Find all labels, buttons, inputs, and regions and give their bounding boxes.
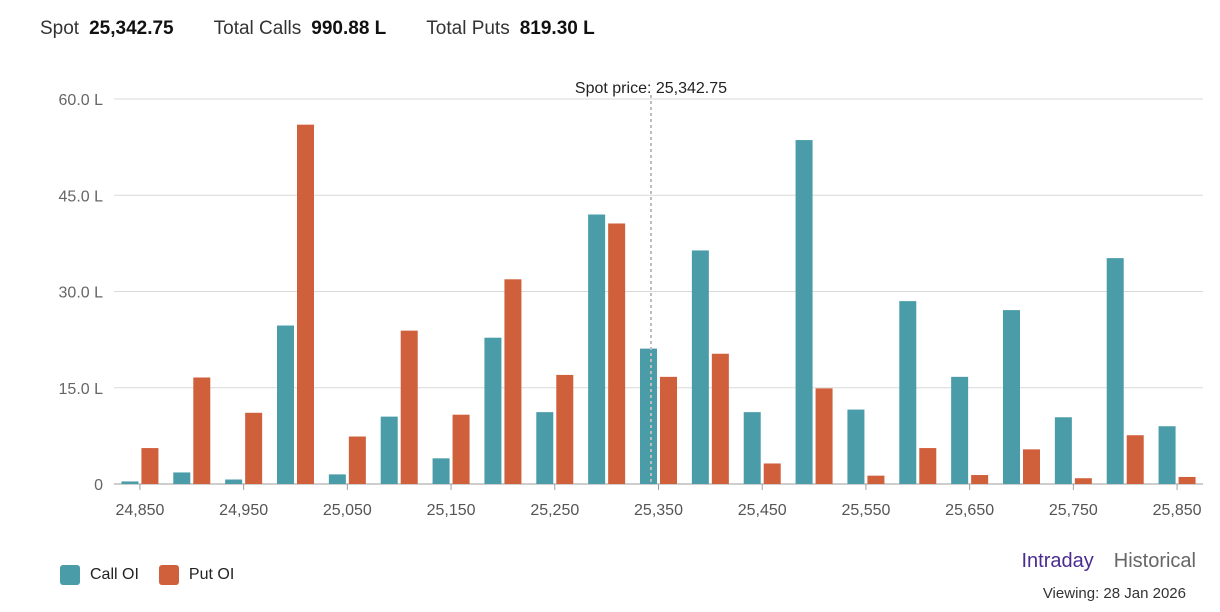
x-tick-label: 25,650 [945,502,994,519]
x-tick-label: 25,150 [427,502,476,519]
bar-put-oi [1023,449,1040,484]
bar-call-oi [1003,310,1020,484]
bar-put-oi [141,448,159,484]
bar-call-oi [743,412,761,484]
legend-swatch-put-oi [158,565,179,585]
bar-call-oi [536,412,554,484]
bar-call-oi [121,481,139,484]
legend-swatch-call-oi [60,565,80,585]
x-tick-label: 24,950 [219,502,268,519]
total-puts-label: Total Puts [426,18,510,39]
x-tick-label: 25,250 [530,502,579,519]
bar-put-oi [608,223,626,484]
bar-put-oi [1074,478,1092,484]
bar-call-oi [1054,417,1072,484]
bar-put-oi [504,279,522,484]
legend-label-put-oi: Put OI [188,566,235,583]
total-calls-label: Total Calls [213,18,302,39]
spot-price-annotation: Spot price: 25,342.75 [575,80,727,97]
bar-put-oi [297,124,314,485]
x-tick-label: 25,350 [634,502,683,519]
bar-call-oi [899,301,917,484]
legend-label-call-oi: Call OI [90,566,139,583]
view-tabs: Intraday Historical [1001,550,1196,573]
total-puts-stat: Total Puts 819.30 L [426,18,594,40]
bar-put-oi [971,475,989,484]
bar-put-oi [245,412,263,484]
bar-call-oi [588,214,606,484]
oi-bar-chart: 0 15.0 L 30.0 L 45.0 L 60.0 L 24,850 24,950 25,… [59,80,1203,519]
bar-put-oi [660,376,677,484]
x-tick-label: 25,850 [1153,502,1202,519]
y-tick-label: 15.0 L [59,381,104,398]
bar-put-oi [400,330,418,484]
y-tick-label: 45.0 L [59,188,104,205]
bar-put-oi [556,374,574,484]
bar-call-oi [691,250,709,484]
spot-stat: Spot 25,342.75 [40,18,174,40]
bar-put-oi [763,463,781,484]
legend-item-put-oi[interactable]: Put OI [158,565,235,585]
viewing-date: Viewing: 28 Jan 2026 [1042,585,1186,602]
x-tick-label: 25,450 [738,502,787,519]
spot-value: 25,342.75 [89,18,174,39]
bar-call-oi [432,458,450,484]
bar-put-oi [193,377,211,484]
bar-call-oi [1158,426,1176,484]
bar-call-oi [380,416,398,484]
bar-put-oi [452,414,470,484]
x-tick-label: 24,850 [115,502,164,519]
bar-call-oi [951,376,969,484]
bar-call-oi [277,325,294,484]
total-puts-value: 819.30 L [519,18,595,39]
bar-call-oi [847,409,865,484]
y-tick-label: 60.0 L [59,92,104,109]
bar-call-oi [225,479,243,484]
bar-call-oi [173,472,191,484]
total-calls-value: 990.88 L [311,18,387,39]
y-tick-label: 30.0 L [59,285,104,302]
x-tick-label: 25,750 [1049,502,1098,519]
stats-bar: Spot 25,342.75 Total Calls 990.88 L Tota… [40,18,635,40]
bar-call-oi [795,140,813,485]
total-calls-stat: Total Calls 990.88 L [214,18,387,40]
y-tick-label: 0 [94,477,103,494]
spot-label: Spot [40,18,80,39]
tab-intraday[interactable]: Intraday [1021,550,1094,572]
bar-call-oi [328,474,346,484]
chart-legend: Call OI Put OI [60,565,254,585]
bar-put-oi [711,353,729,484]
tab-historical[interactable]: Historical [1113,550,1196,572]
x-tick-label: 25,050 [323,502,372,519]
bar-put-oi [815,388,833,484]
legend-item-call-oi[interactable]: Call OI [60,565,139,585]
bar-put-oi [867,475,885,484]
bar-put-oi [348,436,366,484]
bar-put-oi [1126,435,1144,484]
x-tick-label: 25,550 [841,502,890,519]
bar-call-oi [640,348,657,484]
bar-put-oi [919,448,937,484]
bar-put-oi [1178,476,1196,484]
bar-call-oi [484,337,502,484]
bar-call-oi [1106,258,1124,484]
